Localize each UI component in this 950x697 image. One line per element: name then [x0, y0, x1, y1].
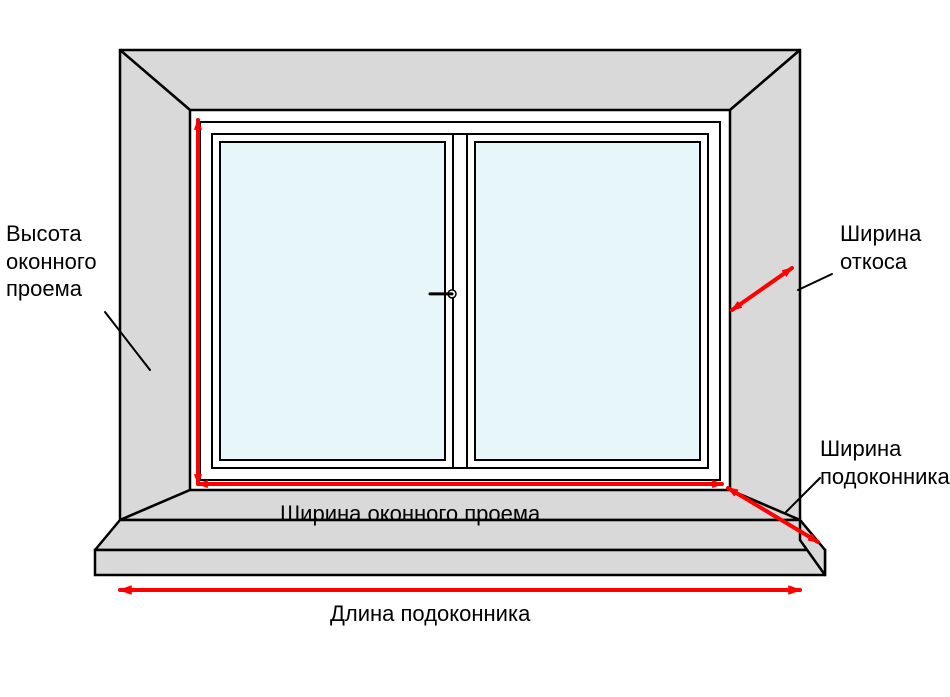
label-sill-width: Ширина подоконника — [820, 435, 950, 490]
label-height-l1: Высота — [6, 221, 82, 246]
window-diagram — [0, 0, 950, 697]
label-length-sill: Длина подоконника — [330, 600, 530, 628]
label-height-l3: проема — [6, 276, 82, 301]
label-width-opening: Ширина оконного проема — [280, 500, 540, 528]
label-height: Высота оконного проема — [6, 220, 97, 303]
label-height-l2: оконного — [6, 249, 97, 274]
label-sill-width-l1: Ширина — [820, 436, 901, 461]
label-sill-width-l2: подоконника — [820, 464, 950, 489]
label-reveal-l1: Ширина — [840, 221, 921, 246]
label-reveal: Ширина откоса — [840, 220, 921, 275]
label-reveal-l2: откоса — [840, 249, 907, 274]
